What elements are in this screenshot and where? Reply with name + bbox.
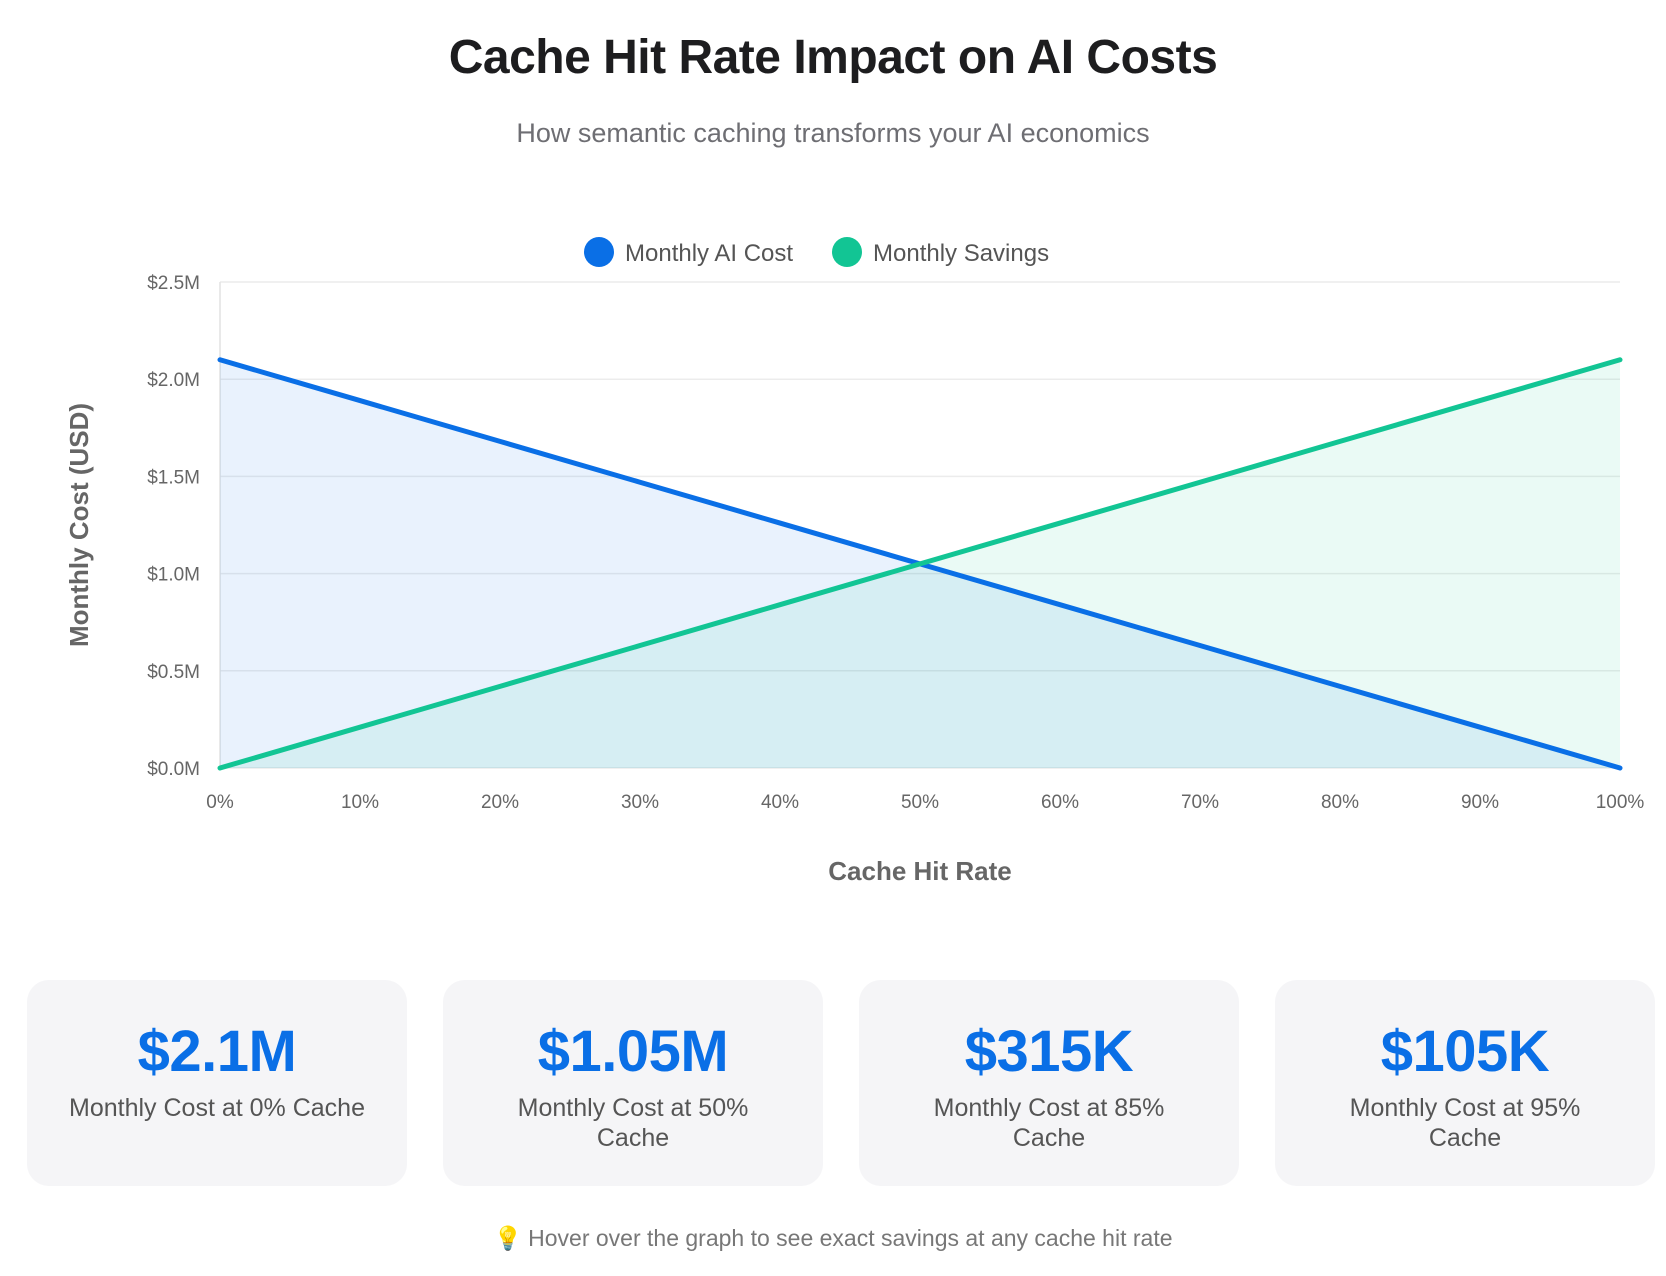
y-tick-label: $2.5M: [147, 273, 200, 294]
legend-marker: [832, 237, 862, 267]
card-value: $315K: [964, 1019, 1134, 1084]
x-tick-label: 90%: [1461, 792, 1499, 813]
x-tick-label: 40%: [761, 792, 799, 813]
card-label: Monthly Cost at 85% Cache: [933, 1094, 1165, 1152]
x-tick-label: 30%: [621, 792, 659, 813]
legend-marker: [584, 237, 614, 267]
x-tick-label: 20%: [481, 792, 519, 813]
lightbulb-icon: 💡: [493, 1225, 523, 1251]
grid-lines: [219, 281, 1620, 769]
cost-card-85: $315K Monthly Cost at 85% Cache: [859, 980, 1239, 1186]
cost-card-50: $1.05M Monthly Cost at 50% Cache: [443, 980, 823, 1186]
series-lines: [217, 357, 1623, 771]
y-tick-label: $1.0M: [147, 565, 200, 586]
y-tick-label: $1.5M: [147, 467, 200, 488]
y-tick-label: $2.0M: [147, 370, 200, 391]
cost-card-95: $105K Monthly Cost at 95% Cache: [1275, 980, 1655, 1186]
x-tick-label: 60%: [1041, 792, 1079, 813]
card-label: Monthly Cost at 50% Cache: [517, 1094, 749, 1152]
x-tick-label: 50%: [901, 792, 939, 813]
card-label: Monthly Cost at 95% Cache: [1349, 1094, 1581, 1152]
y-tick-label: $0.5M: [147, 662, 200, 683]
card-label: Monthly Cost at 0% Cache: [69, 1094, 365, 1122]
hover-hint: 💡 Hover over the graph to see exact savin…: [0, 1225, 1666, 1252]
x-axis-title: Cache Hit Rate: [828, 856, 1012, 886]
axis-ticks: $0.0M $0.5M $1.0M $1.5M $2.0M $2.5M 0% 10% 20% 30…: [147, 273, 1644, 813]
x-tick-label: 70%: [1181, 792, 1219, 813]
x-tick-label: 80%: [1321, 792, 1359, 813]
legend-label: Monthly Savings: [873, 240, 1049, 267]
page-subtitle: How semantic caching transforms your AI …: [516, 118, 1150, 148]
x-tick-label: 0%: [206, 792, 234, 813]
x-tick-label: 10%: [341, 792, 379, 813]
y-tick-label: $0.0M: [147, 759, 200, 780]
legend: Monthly AI Cost Monthly Savings: [584, 237, 1049, 267]
legend-label: Monthly AI Cost: [625, 240, 793, 267]
card-value: $2.1M: [137, 1019, 297, 1084]
x-tick-label: 100%: [1596, 792, 1645, 813]
page-title: Cache Hit Rate Impact on AI Costs: [448, 31, 1218, 84]
series-line: [217, 357, 1623, 771]
cost-card-0: $2.1M Monthly Cost at 0% Cache: [27, 980, 407, 1186]
y-axis-title: Monthly Cost (USD): [64, 403, 94, 647]
card-value: $1.05M: [537, 1019, 729, 1084]
cost-chart[interactable]: $0.0M $0.5M $1.0M $1.5M $2.0M $2.5M 0% 10% 20% 30…: [0, 0, 1666, 900]
hint-text: Hover over the graph to see exact saving…: [528, 1225, 1173, 1251]
card-value: $105K: [1380, 1019, 1550, 1084]
